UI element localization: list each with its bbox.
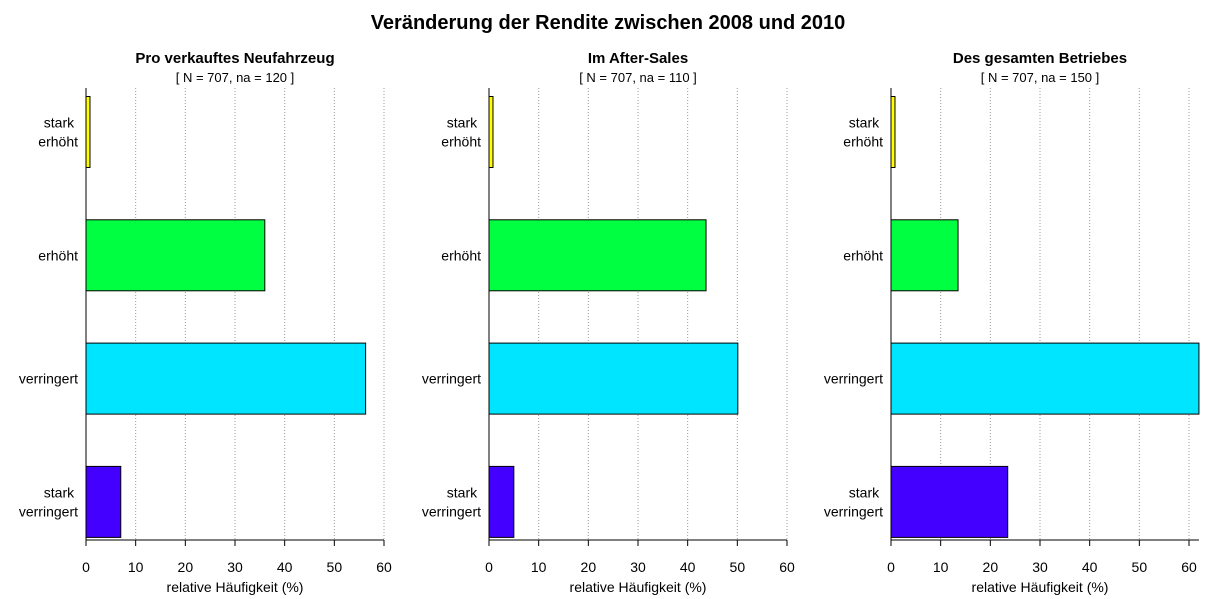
- bar: [85, 342, 367, 415]
- x-tick-label: 40: [1082, 559, 1098, 575]
- bar: [85, 465, 122, 538]
- bar: [488, 342, 739, 415]
- bar: [85, 219, 266, 292]
- x-tick-label: 50: [1132, 559, 1148, 575]
- x-tick-label: 20: [581, 559, 597, 575]
- x-tick-label: 0: [82, 559, 90, 575]
- x-tick-label: 50: [327, 559, 343, 575]
- x-tick-label: 40: [277, 559, 293, 575]
- x-tick-label: 0: [485, 559, 493, 575]
- bar: [488, 465, 515, 538]
- x-tick-label: 60: [779, 559, 795, 575]
- x-tick-label: 10: [128, 559, 144, 575]
- bar: [890, 96, 896, 168]
- x-axis-label: relative Häufigkeit (%): [570, 579, 707, 595]
- x-tick-label: 40: [680, 559, 696, 575]
- bar: [890, 342, 1200, 415]
- panel-title: Pro verkauftes Neufahrzeug: [135, 50, 334, 67]
- y-tick-label: stark erhöht: [843, 115, 883, 150]
- x-axis-label: relative Häufigkeit (%): [167, 579, 304, 595]
- x-tick-label: 0: [887, 559, 895, 575]
- panel-subtitle: [ N = 707, na = 110 ]: [579, 70, 697, 85]
- y-tick-label: stark verringert: [824, 484, 883, 519]
- x-tick-label: 60: [1181, 559, 1197, 575]
- y-tick-label: stark erhöht: [441, 115, 481, 150]
- x-tick-label: 10: [531, 559, 547, 575]
- figure-title: Veränderung der Rendite zwischen 2008 un…: [371, 12, 846, 34]
- panel-title: Im After-Sales: [588, 50, 688, 67]
- bar: [890, 465, 1009, 538]
- y-tick-label: erhöht: [843, 247, 883, 263]
- bar: [85, 96, 91, 168]
- x-tick-label: 30: [630, 559, 646, 575]
- x-tick-label: 20: [983, 559, 999, 575]
- y-tick-label: erhöht: [38, 247, 78, 263]
- x-tick-label: 10: [933, 559, 949, 575]
- y-tick-label: stark erhöht: [38, 115, 78, 150]
- y-tick-label: erhöht: [441, 247, 481, 263]
- x-tick-label: 50: [730, 559, 746, 575]
- x-tick-label: 30: [227, 559, 243, 575]
- x-tick-label: 30: [1032, 559, 1048, 575]
- y-tick-label: verringert: [19, 371, 78, 387]
- panel-subtitle: [ N = 707, na = 120 ]: [176, 70, 295, 85]
- x-tick-label: 60: [376, 559, 392, 575]
- bar: [488, 219, 707, 292]
- bar: [488, 96, 494, 168]
- bar: [890, 219, 959, 292]
- x-axis-label: relative Häufigkeit (%): [972, 579, 1109, 595]
- panel-title: Des gesamten Betriebes: [953, 50, 1127, 67]
- y-tick-label: stark verringert: [19, 484, 78, 519]
- y-tick-label: stark verringert: [422, 484, 481, 519]
- x-tick-label: 20: [178, 559, 194, 575]
- panel-subtitle: [ N = 707, na = 150 ]: [981, 70, 1100, 85]
- y-tick-label: verringert: [422, 371, 481, 387]
- y-tick-label: verringert: [824, 371, 883, 387]
